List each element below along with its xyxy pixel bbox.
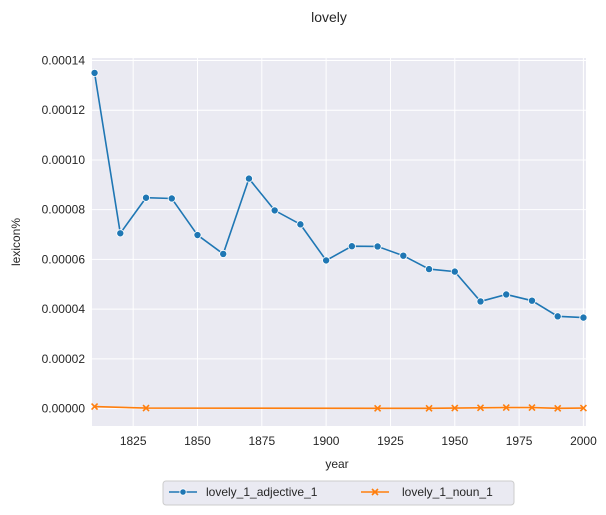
plot-area [92,58,586,426]
data-point [270,206,279,215]
legend-marker-adjective [179,488,187,496]
x-tick-label: 1950 [441,434,468,448]
data-point [553,312,562,321]
data-point [399,251,408,260]
data-point [476,404,485,412]
x-tick-label: 1825 [120,434,147,448]
y-tick-label: 0.00012 [42,103,86,117]
data-point [193,231,202,240]
series-lovely_1_noun_1 [91,403,587,412]
x-axis-title: year [325,457,348,471]
data-point [579,404,587,412]
legend-label-adjective: lovely_1_adjective_1 [206,485,318,499]
legend: lovely_1_adjective_1 lovely_1_noun_1 [162,480,515,506]
data-point [142,193,151,202]
data-point [528,404,536,412]
series-line [93,72,584,319]
x-tick-label: 2000 [570,434,597,448]
x-tick-label: 1925 [377,434,404,448]
y-tick-label: 0.00000 [42,402,86,416]
x-tick-label: 1850 [184,434,211,448]
chart-title: lovely [311,9,347,25]
y-tick-label: 0.00010 [42,153,86,167]
data-point [219,249,228,258]
x-tick-label: 1875 [248,434,275,448]
y-axis-title: lexicon% [9,218,23,266]
legend-box [162,480,515,506]
data-point [451,404,459,412]
data-point [374,404,382,412]
data-point [502,404,510,412]
data-point [450,267,459,276]
x-tick-label: 1900 [313,434,340,448]
data-point [347,242,356,251]
legend-marker-noun [371,488,379,496]
grid [92,58,586,426]
x-axis-ticks: 1825 1850 1875 1900 1925 1950 1975 2000 [120,434,597,448]
y-tick-label: 0.00008 [42,203,86,217]
data-point [476,297,485,306]
data-point [425,404,433,412]
data-point [579,313,588,322]
data-point [90,68,99,77]
legend-x-marker [371,488,379,496]
data-point [425,265,434,274]
data-point [167,194,176,203]
legend-label-noun: lovely_1_noun_1 [402,485,493,499]
x-tick-label: 1975 [506,434,533,448]
data-point [373,242,382,251]
y-tick-label: 0.00002 [42,352,86,366]
series-layer [90,68,588,412]
y-tick-label: 0.00014 [42,53,86,67]
data-point [244,174,253,183]
data-point [296,220,305,229]
data-point [322,256,331,265]
series-line [94,405,584,410]
y-axis-ticks: 0.00000 0.00002 0.00004 0.00006 0.00008 0.000… [42,53,86,415]
data-point [502,290,511,299]
data-point [554,404,562,412]
data-point [527,296,536,305]
y-tick-label: 0.00006 [42,252,86,266]
y-tick-label: 0.00004 [42,302,86,316]
data-point [116,229,125,238]
data-point [91,403,99,411]
data-point [142,404,150,412]
series-lovely_1_adjective_1 [90,68,588,322]
